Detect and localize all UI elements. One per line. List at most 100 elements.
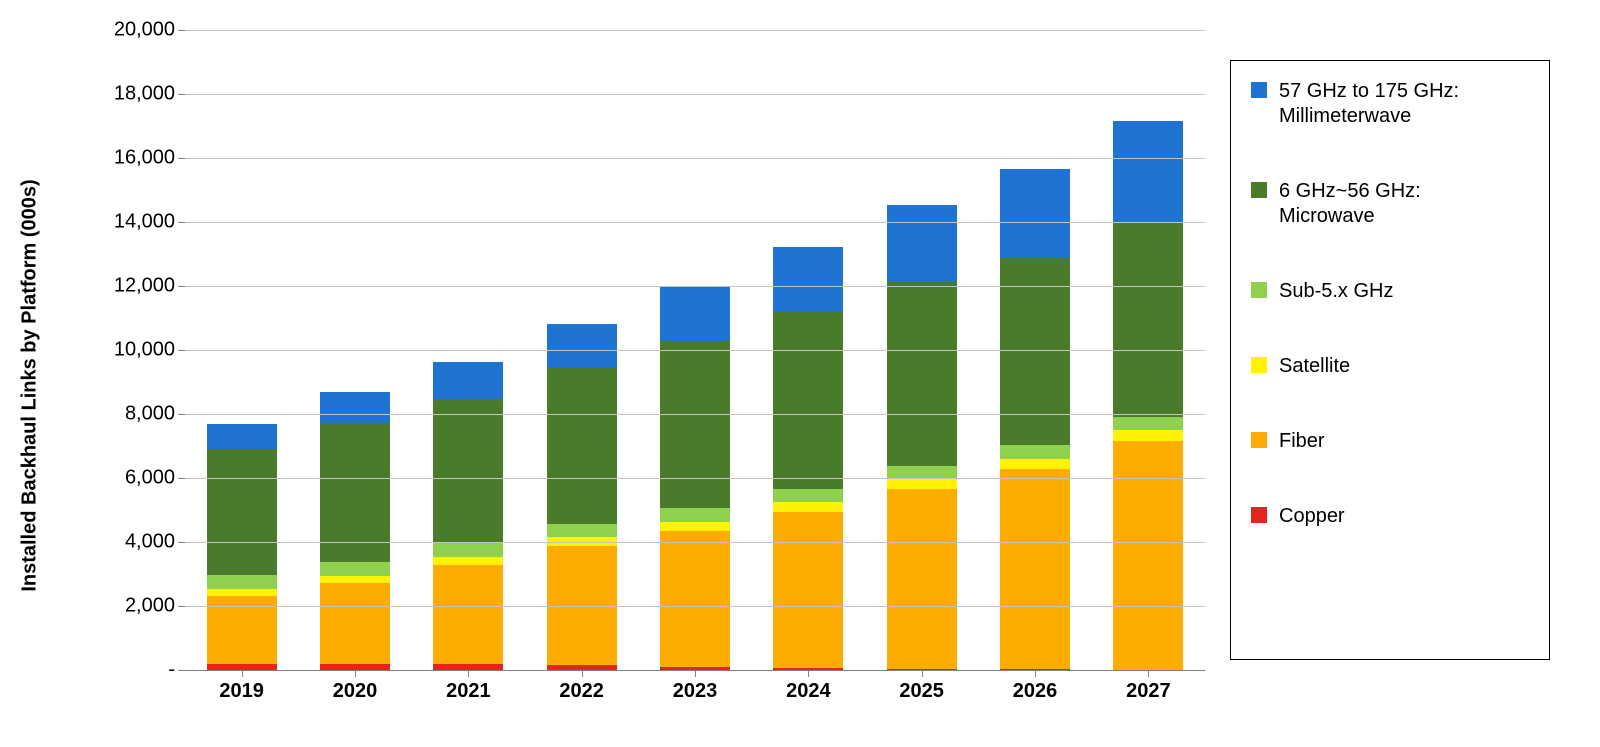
bar-segment-fiber: [887, 489, 957, 669]
legend-swatch-copper: [1251, 507, 1267, 523]
legend: 57 GHz to 175 GHz:Millimeterwave 6 GHz~56…: [1230, 60, 1550, 660]
bar-segment-sub5: [547, 524, 617, 537]
bar-segment-sub5: [1000, 445, 1070, 458]
bar-segment-satellite: [433, 557, 503, 565]
legend-item-fiber: Fiber: [1251, 429, 1529, 454]
bar-segment-sub5: [1113, 417, 1183, 430]
bar-segment-fiber: [1113, 441, 1183, 670]
bar-segment-mmwave: [887, 205, 957, 282]
bar-column: [1000, 169, 1070, 670]
legend-swatch-satellite: [1251, 357, 1267, 373]
chart-container: Installed Backhaul Links by Platform (00…: [0, 0, 1600, 747]
legend-label-copper: Copper: [1279, 504, 1345, 529]
y-tick-mark: [178, 478, 185, 479]
y-tick-mark: [178, 222, 185, 223]
bar-column: [547, 324, 617, 670]
bar-segment-microwave: [773, 312, 843, 489]
bar-segment-microwave: [207, 449, 277, 575]
y-tick-label: 20,000: [114, 19, 185, 42]
bar-segment-mmwave: [773, 247, 843, 312]
bar-segment-sub5: [433, 543, 503, 557]
bar-segment-mmwave: [320, 392, 390, 423]
bar-column: [433, 362, 503, 670]
y-tick-label: 18,000: [114, 83, 185, 106]
bar-segment-satellite: [887, 479, 957, 489]
gridline: [185, 414, 1205, 415]
gridline: [185, 478, 1205, 479]
legend-item-satellite: Satellite: [1251, 354, 1529, 379]
bar-segment-fiber: [433, 565, 503, 664]
y-tick-mark: [178, 94, 185, 95]
bar-segment-microwave: [547, 368, 617, 524]
bar-segment-mmwave: [660, 287, 730, 341]
y-tick-mark: [178, 670, 185, 671]
legend-label-satellite: Satellite: [1279, 354, 1350, 379]
gridline: [185, 30, 1205, 31]
gridline: [185, 542, 1205, 543]
y-tick-label: 10,000: [114, 339, 185, 362]
bar-segment-microwave: [433, 399, 503, 544]
bar-segment-sub5: [887, 466, 957, 479]
bar-column: [887, 205, 957, 670]
plot-area: -2,0004,0006,0008,00010,00012,00014,0001…: [185, 30, 1205, 670]
y-tick-mark: [178, 350, 185, 351]
bar-segment-sub5: [773, 489, 843, 502]
bar-column: [207, 424, 277, 670]
gridline: [185, 286, 1205, 287]
y-axis-title: Installed Backhaul Links by Platform (00…: [19, 179, 42, 591]
bar-segment-microwave: [660, 341, 730, 509]
y-tick-mark: [178, 30, 185, 31]
legend-item-mmwave: 57 GHz to 175 GHz:Millimeterwave: [1251, 79, 1529, 129]
legend-swatch-microwave: [1251, 182, 1267, 198]
y-tick-mark: [178, 606, 185, 607]
y-tick-mark: [178, 542, 185, 543]
bar-segment-satellite: [773, 502, 843, 512]
bar-segment-sub5: [320, 562, 390, 576]
x-tick-label: 2022: [559, 670, 604, 703]
gridline: [185, 606, 1205, 607]
y-tick-label: 12,000: [114, 275, 185, 298]
x-tick-label: 2024: [786, 670, 831, 703]
y-tick-label: 2,000: [125, 595, 185, 618]
bar-segment-mmwave: [1113, 121, 1183, 223]
y-tick-label: 6,000: [125, 467, 185, 490]
bar-segment-satellite: [1113, 430, 1183, 441]
bar-segment-satellite: [1000, 459, 1070, 470]
legend-label-sub5: Sub-5.x GHz: [1279, 279, 1393, 304]
bar-segment-microwave: [887, 282, 957, 466]
legend-swatch-sub5: [1251, 282, 1267, 298]
bar-segment-fiber: [320, 583, 390, 664]
bar-segment-satellite: [660, 522, 730, 532]
bar-segment-mmwave: [207, 424, 277, 449]
gridline: [185, 94, 1205, 95]
y-tick-label: 4,000: [125, 531, 185, 554]
bar-segment-microwave: [1113, 223, 1183, 417]
legend-item-sub5: Sub-5.x GHz: [1251, 279, 1529, 304]
x-tick-label: 2019: [219, 670, 264, 703]
gridline: [185, 350, 1205, 351]
bar-column: [320, 392, 390, 670]
bar-segment-mmwave: [433, 362, 503, 399]
bar-segment-mmwave: [547, 324, 617, 368]
bar-column: [1113, 121, 1183, 670]
legend-item-microwave: 6 GHz~56 GHz:Microwave: [1251, 179, 1529, 229]
gridline: [185, 158, 1205, 159]
legend-swatch-fiber: [1251, 432, 1267, 448]
bar-segment-satellite: [207, 589, 277, 596]
x-tick-label: 2026: [1013, 670, 1058, 703]
y-tick-mark: [178, 414, 185, 415]
x-tick-label: 2025: [899, 670, 944, 703]
legend-label-fiber: Fiber: [1279, 429, 1325, 454]
y-tick-label: 16,000: [114, 147, 185, 170]
x-tick-label: 2027: [1126, 670, 1171, 703]
legend-item-copper: Copper: [1251, 504, 1529, 529]
bar-segment-mmwave: [1000, 169, 1070, 259]
legend-label-microwave: 6 GHz~56 GHz:Microwave: [1279, 179, 1421, 229]
bar-segment-sub5: [660, 508, 730, 521]
bar-segment-fiber: [660, 531, 730, 666]
legend-swatch-mmwave: [1251, 82, 1267, 98]
bar-segment-fiber: [1000, 469, 1070, 669]
bar-segment-fiber: [773, 512, 843, 668]
bar-segment-sub5: [207, 575, 277, 589]
y-tick-mark: [178, 286, 185, 287]
